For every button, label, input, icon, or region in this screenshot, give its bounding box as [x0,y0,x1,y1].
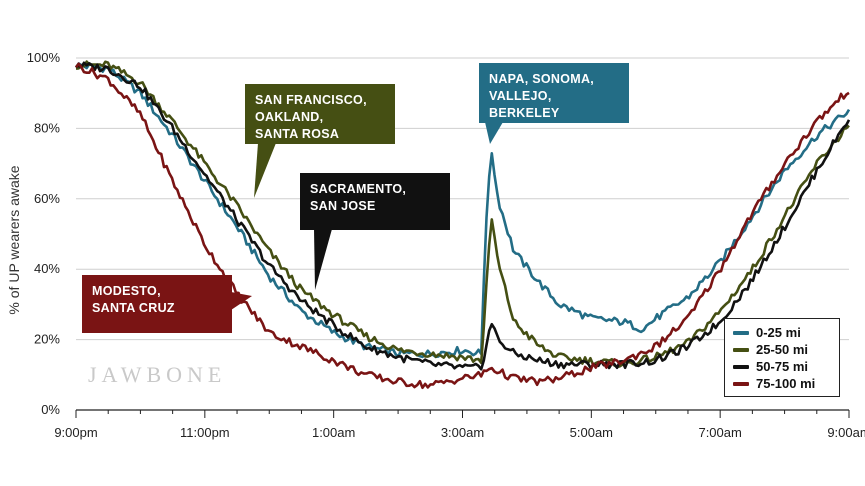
x-tick-label: 9:00am [827,425,865,440]
legend-item: 0-25 mi [733,324,833,341]
x-tick-label: 3:00am [441,425,484,440]
y-tick-label: 20% [34,332,60,347]
annotation-line: SANTA CRUZ [92,301,175,315]
annotation-callout: MODESTO, SANTA CRUZ [82,275,232,333]
x-tick-label: 1:00am [312,425,355,440]
annotation-line: SAN FRANCISCO, [255,93,367,107]
annotation-line: SACRAMENTO, [310,182,407,196]
y-tick-label: 80% [34,120,60,135]
annotation-line: BERKELEY [489,106,560,120]
y-tick-label: 100% [27,50,61,65]
legend-label: 25-50 mi [756,342,809,357]
legend-item: 75-100 mi [733,375,833,392]
legend-label: 75-100 mi [756,376,816,391]
legend-item: 25-50 mi [733,341,833,358]
callout-pointer [314,229,332,290]
y-tick-labels: 0% 20% 40% 60% 80% 100% [27,50,61,417]
series-lines [74,60,851,390]
legend-label: 0-25 mi [756,325,801,340]
annotation-line: VALLEJO, [489,89,552,103]
annotation-callout: NAPA, SONOMA, VALLEJO, BERKELEY [479,63,629,123]
y-tick-label: 0% [41,402,60,417]
annotation-callout: SACRAMENTO, SAN JOSE [300,173,450,230]
annotation-line: NAPA, SONOMA, [489,72,595,86]
legend-swatch [733,364,749,369]
grid-lines [76,57,849,341]
x-axis [75,409,850,418]
x-tick-label: 9:00pm [54,425,97,440]
annotation-line: SANTA ROSA [255,127,340,141]
legend-swatch [733,381,749,386]
legend-items: 0-25 mi 25-50 mi 50-75 mi 75-100 mi [733,324,833,392]
annotation-callout: SAN FRANCISCO, OAKLAND, SANTA ROSA [245,84,395,144]
x-tick-label: 7:00am [698,425,741,440]
legend-label: 50-75 mi [756,359,809,374]
y-tick-label: 60% [34,191,60,206]
x-tick-label: 11:00pm [180,425,230,440]
annotation-line: SAN JOSE [310,199,376,213]
legend-swatch [733,347,749,352]
legend-swatch [733,330,749,335]
jawbone-watermark: JAWBONE [88,362,227,387]
annotation-line: OAKLAND, [255,110,324,124]
series-line-0 [74,62,851,359]
x-tick-label: 5:00am [570,425,613,440]
legend-item: 50-75 mi [733,358,833,375]
y-tick-label: 40% [34,261,60,276]
callout-pointer [254,143,276,198]
series-line-2 [75,61,851,371]
callout-pointer [485,122,503,144]
y-axis-label: % of UP wearers awake [6,165,22,314]
x-tick-labels: 9:00pm 11:00pm 1:00am 3:00am 5:00am 7:00am 9:0… [54,425,865,440]
callout-pointers [231,122,503,310]
series-line-1 [75,60,850,369]
series-line-3 [74,62,850,390]
legend: 0-25 mi 25-50 mi 50-75 mi 75-100 mi [724,318,840,397]
annotation-line: MODESTO, [92,284,161,298]
